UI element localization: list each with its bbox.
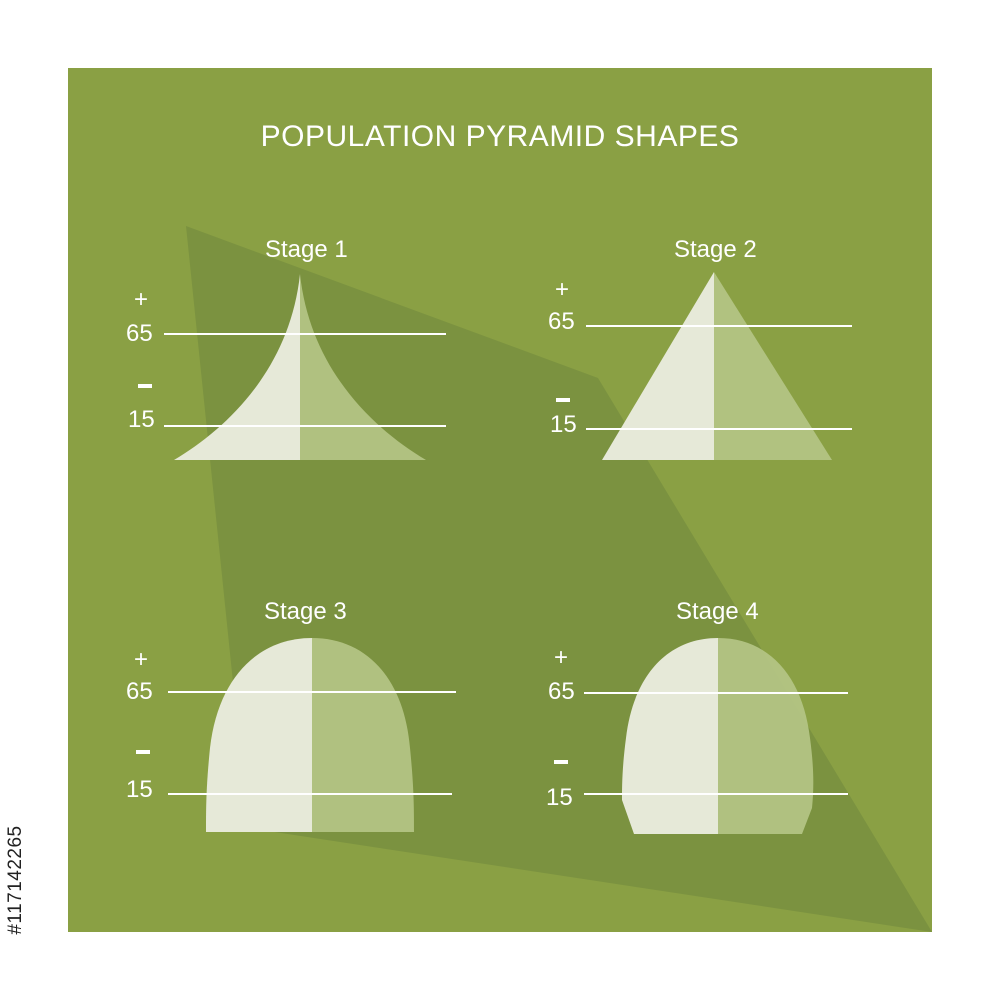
stage-4-pyramid [584, 638, 848, 834]
stage-2-lower-age: 15 [550, 411, 577, 438]
stage-4-upper-age: 65 [548, 678, 575, 705]
stage-1-label: Stage 1 [265, 236, 348, 263]
stage-1-plus: + [134, 286, 149, 313]
stage-2-right-half [714, 272, 832, 460]
stage-4-plus: + [554, 644, 569, 671]
stage-2-upper-age: 65 [548, 308, 575, 335]
stage-3-lower-age: 15 [126, 776, 153, 803]
stage-4-minus [554, 760, 568, 764]
stage-3-right-half [312, 638, 414, 832]
stage-3-minus [136, 750, 150, 754]
stage-2-minus [556, 398, 570, 402]
stage-1-pyramid [164, 274, 446, 460]
stage-2-plus: + [555, 276, 570, 303]
stage-3-upper-age: 65 [126, 678, 153, 705]
stage-3-left-half [206, 638, 312, 832]
diagram-panel: POPULATION PYRAMID SHAPES Stage 1 + 65 1… [68, 68, 932, 932]
stage-1-upper-age: 65 [126, 320, 153, 347]
stage-4-left-half [622, 638, 718, 834]
stage-3-label: Stage 3 [264, 598, 347, 625]
stage-4-right-half [718, 638, 814, 834]
stage-2-label: Stage 2 [674, 236, 757, 263]
stage-3-plus: + [134, 646, 149, 673]
stage-4-lower-age: 15 [546, 784, 573, 811]
stage-1-minus [138, 384, 152, 388]
stage-3-pyramid [168, 638, 456, 832]
stage-4-label: Stage 4 [676, 598, 759, 625]
stage-1-left-half [174, 274, 300, 460]
stock-id-vertical: #117142265 [2, 770, 30, 990]
diagram-title: POPULATION PYRAMID SHAPES [260, 120, 740, 153]
stage-2-pyramid [586, 272, 852, 460]
stage-1-lower-age: 15 [128, 406, 155, 433]
stock-id-text: #117142265 [5, 825, 26, 935]
stage-2-left-half [602, 272, 714, 460]
stage-1-right-half [300, 274, 426, 460]
